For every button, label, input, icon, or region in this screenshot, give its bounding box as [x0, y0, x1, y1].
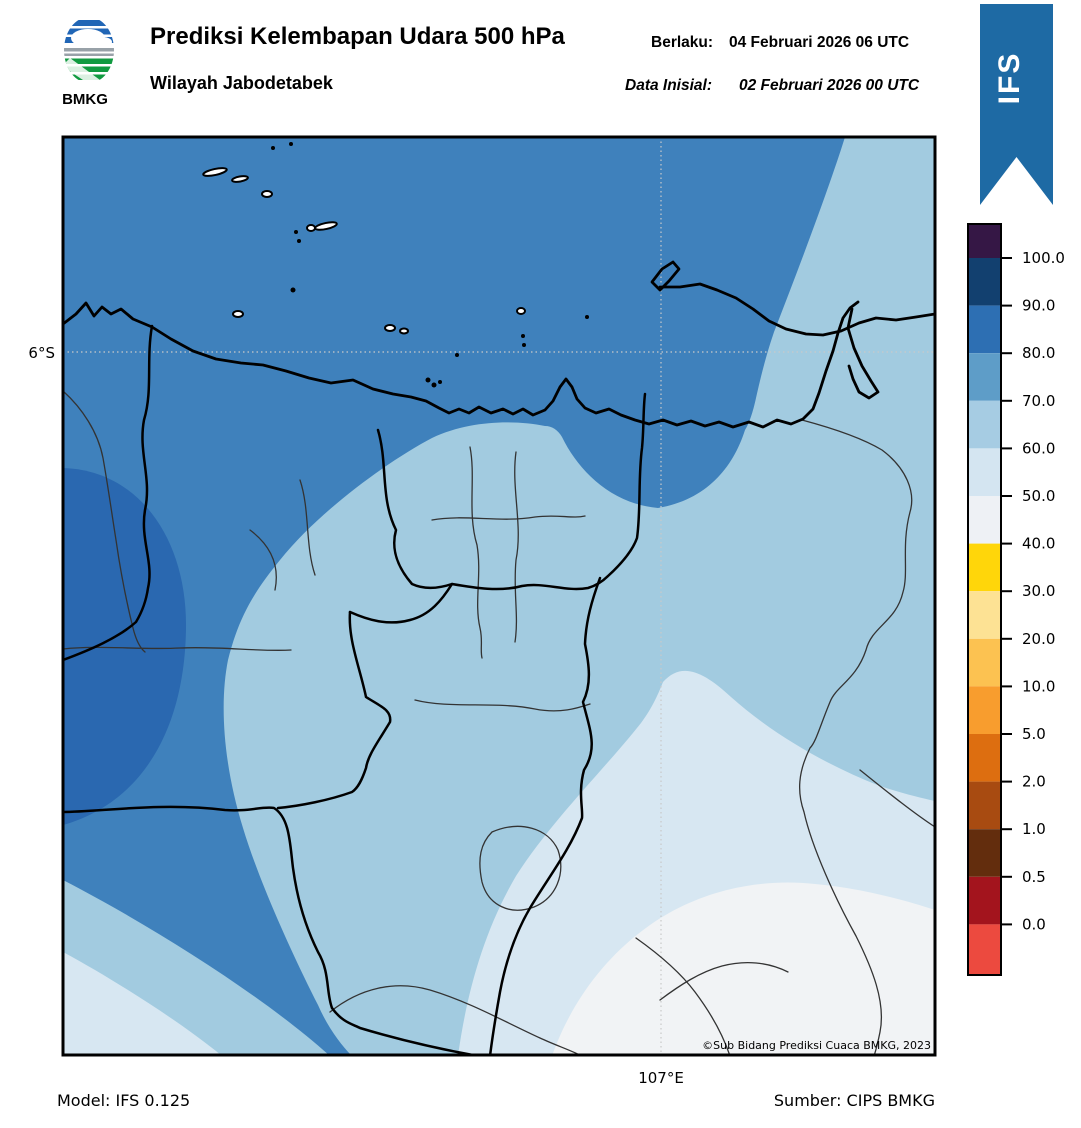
- colorbar-segment: [968, 353, 1001, 401]
- logo-gray-stripe: [64, 53, 114, 56]
- colorbar: 100.0 90.0 80.0 70.0 60.0 50.0 40.0 30.0…: [967, 223, 1065, 976]
- bmkg-logo: BMKG: [62, 17, 114, 108]
- lon-axis-label: 107°E: [638, 1069, 684, 1087]
- colorbar-tick-label: 5.0: [1022, 725, 1046, 743]
- logo-green-stripe: [64, 58, 114, 64]
- colorbar-tick-label: 100.0: [1022, 249, 1065, 267]
- colorbar-segment: [968, 924, 1001, 975]
- init-data-value: 02 Februari 2026 00 UTC: [739, 77, 920, 94]
- colorbar-segment: [968, 876, 1001, 925]
- colorbar-segment: [968, 400, 1001, 449]
- humidity-map: ©Sub Bidang Prediksi Cuaca BMKG, 2023: [63, 137, 935, 1055]
- colorbar-tick-labels: 100.0 90.0 80.0 70.0 60.0 50.0 40.0 30.0…: [1022, 249, 1065, 933]
- colorbar-tick-label: 0.5: [1022, 868, 1046, 886]
- logo-gray-stripe: [64, 48, 114, 52]
- ribbon-banner: [980, 4, 1053, 205]
- init-data-label: Data Inisial:: [625, 77, 712, 94]
- colorbar-tick-label: 1.0: [1022, 820, 1046, 838]
- band-near-white: [552, 882, 935, 1055]
- colorbar-tick-label: 80.0: [1022, 344, 1055, 362]
- model-info: Model: IFS 0.125: [57, 1091, 190, 1110]
- colorbar-segment: [968, 258, 1001, 306]
- band-blue-pale-corner: [63, 952, 221, 1055]
- region-subtitle: Wilayah Jabodetabek: [150, 73, 334, 93]
- lat-axis-label: 6°S: [28, 344, 55, 362]
- colorbar-tick-label: 40.0: [1022, 535, 1055, 553]
- colorbar-segment: [968, 734, 1001, 782]
- colorbar-segment: [968, 591, 1001, 639]
- islands: [202, 142, 589, 388]
- valid-time-value: 04 Februari 2026 06 UTC: [729, 34, 909, 51]
- map-frame: [61, 135, 937, 1057]
- admin-boundaries-thin: [63, 390, 935, 1055]
- colorbar-tick-label: 50.0: [1022, 487, 1055, 505]
- colorbar-tick-label: 30.0: [1022, 582, 1055, 600]
- coastline: [63, 260, 935, 429]
- colorbar-segment: [968, 543, 1001, 592]
- colorbar-segment: [968, 686, 1001, 734]
- header: Prediksi Kelembapan Udara 500 hPa Berlak…: [150, 23, 920, 94]
- logo-blue-stripe: [64, 20, 114, 26]
- colorbar-tick-label: 2.0: [1022, 773, 1046, 791]
- source-info: Sumber: CIPS BMKG: [774, 1091, 935, 1110]
- map-copyright: ©Sub Bidang Prediksi Cuaca BMKG, 2023: [702, 1039, 931, 1052]
- colorbar-segment: [968, 829, 1001, 877]
- colorbar-tick-label: 10.0: [1022, 677, 1055, 695]
- colorbar-ticks: [1001, 257, 1012, 926]
- logo-cloud: [94, 37, 112, 47]
- colorbar-segment: [968, 638, 1001, 687]
- ribbon-label: IFS: [993, 52, 1026, 105]
- logo-green-step: [64, 58, 100, 83]
- colorbar-segment: [968, 781, 1001, 830]
- valid-time-label: Berlaku:: [651, 34, 713, 51]
- admin-boundaries-thick: [63, 324, 647, 1055]
- logo-text: BMKG: [62, 91, 108, 108]
- band-blue-dark: [63, 468, 187, 825]
- model-ribbon: IFS: [980, 4, 1053, 205]
- colorbar-tick-label: 20.0: [1022, 630, 1055, 648]
- colorbar-tick-label: 70.0: [1022, 392, 1055, 410]
- colorbar-segment: [968, 496, 1001, 544]
- logo-green-stripe: [64, 66, 114, 72]
- page-title: Prediksi Kelembapan Udara 500 hPa: [150, 23, 566, 50]
- colorbar-tick-label: 0.0: [1022, 915, 1046, 933]
- colorbar-tick-label: 90.0: [1022, 297, 1055, 315]
- colorbar-border: [967, 223, 1002, 976]
- colorbar-segment: [968, 448, 1001, 496]
- colorbar-tick-label: 60.0: [1022, 439, 1055, 457]
- colorbar-segment: [968, 224, 1001, 258]
- colorbar-segment: [968, 305, 1001, 354]
